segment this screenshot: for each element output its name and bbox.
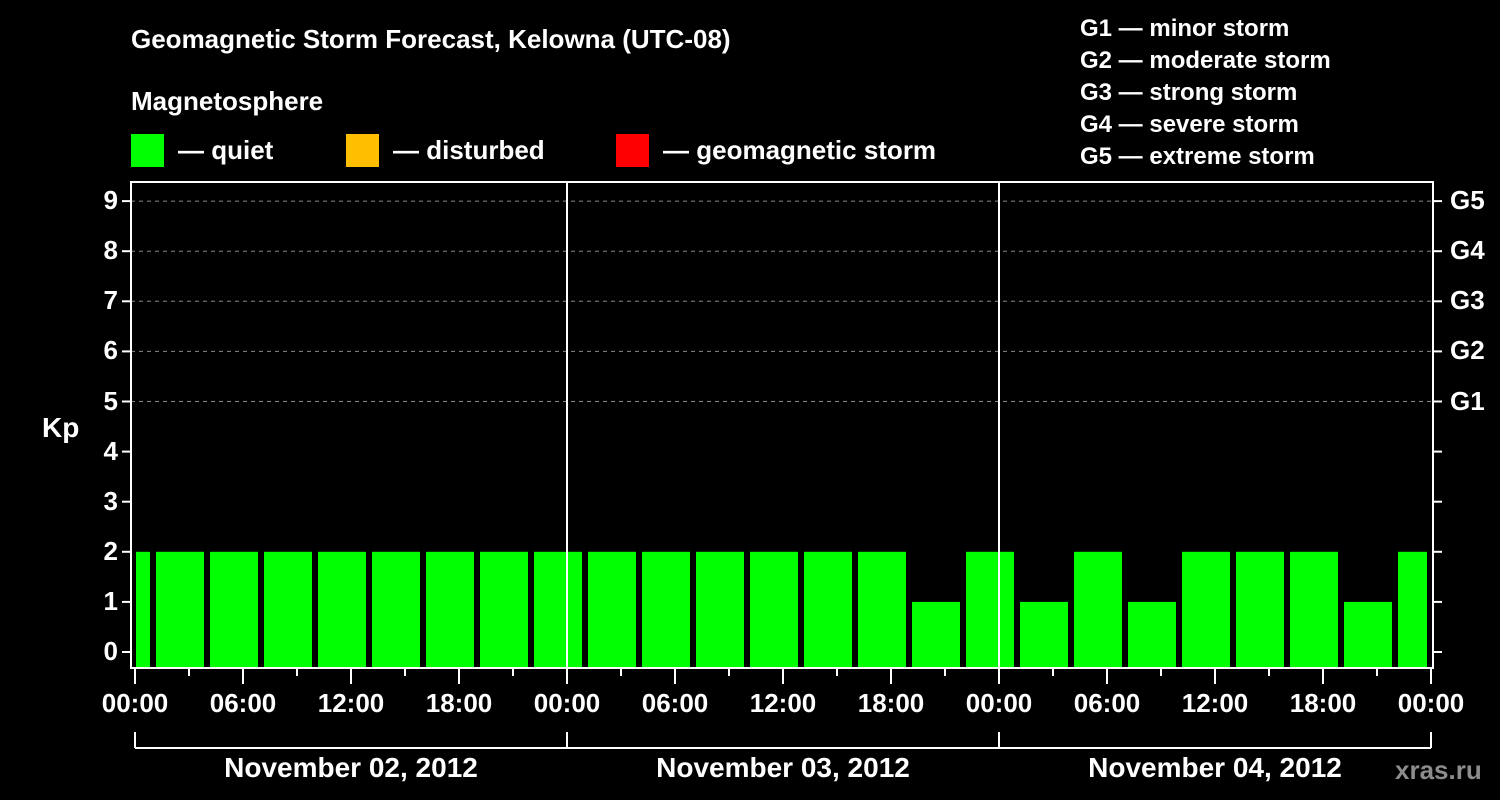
- g-legend-g2: G2 — moderate storm: [1080, 47, 1331, 74]
- kp-bar: [750, 551, 798, 667]
- chart-subtitle: Magnetosphere: [131, 86, 324, 116]
- kp-bar: [1290, 551, 1338, 667]
- g-tick-label: G2: [1450, 335, 1485, 366]
- x-tick-label: 18:00: [425, 688, 493, 718]
- kp-bar: [210, 551, 258, 667]
- kp-bar: [1128, 601, 1176, 667]
- x-tick-label: 12:00: [749, 688, 817, 718]
- kp-bar: [426, 551, 474, 667]
- x-tick-label: 06:00: [209, 688, 277, 718]
- kp-bar: [642, 551, 690, 667]
- legend-storm: — geomagnetic storm: [616, 134, 936, 167]
- y-tick-label: 8: [103, 235, 118, 266]
- kp-bar: [1398, 551, 1427, 667]
- kp-bar: [804, 551, 852, 667]
- date-label: November 02, 2012: [224, 752, 478, 783]
- kp-bar: [858, 551, 906, 667]
- kp-bar: [534, 551, 582, 667]
- g-legend-g5: G5 — extreme storm: [1080, 143, 1315, 170]
- y-tick-label: 0: [103, 636, 118, 666]
- g-tick-label: G3: [1450, 285, 1485, 316]
- g-tick-label: G4: [1450, 235, 1485, 266]
- kp-bar: [264, 551, 312, 667]
- kp-bar: [912, 601, 960, 667]
- kp-bar: [588, 551, 636, 667]
- kp-bar: [372, 551, 420, 667]
- kp-bar: [1182, 551, 1230, 667]
- legend-quiet-label: — quiet: [178, 135, 274, 165]
- x-tick-label: 00:00: [965, 688, 1033, 718]
- quiet-swatch: [131, 134, 164, 167]
- kp-bar: [1344, 601, 1392, 667]
- legend-quiet: — quiet: [131, 134, 273, 167]
- storm-swatch: [616, 134, 649, 167]
- g-legend-g4: G4 — severe storm: [1080, 111, 1299, 138]
- y-axis-label: Kp: [42, 412, 80, 443]
- x-tick-label: 06:00: [1073, 688, 1141, 718]
- y-tick-label: 6: [103, 335, 118, 366]
- g-tick-label: G5: [1450, 185, 1485, 216]
- chart-title: Geomagnetic Storm Forecast, Kelowna (UTC…: [131, 24, 731, 54]
- kp-bar: [318, 551, 366, 667]
- y-tick-label: 4: [103, 435, 118, 466]
- y-tick-label: 5: [103, 385, 118, 416]
- y-tick-label: 9: [103, 185, 118, 216]
- y-tick-label: 2: [103, 535, 118, 566]
- x-tick-label: 18:00: [857, 688, 925, 718]
- kp-bar: [136, 551, 150, 667]
- g-legend-g1: G1 — minor storm: [1080, 15, 1290, 42]
- g-tick-label: G1: [1450, 385, 1485, 416]
- kp-bar: [1236, 551, 1284, 667]
- x-tick-label: 00:00: [1397, 688, 1465, 718]
- disturbed-swatch: [346, 134, 379, 167]
- kp-bar: [480, 551, 528, 667]
- legend-storm-label: — geomagnetic storm: [663, 135, 937, 165]
- watermark: xras.ru: [1395, 755, 1482, 785]
- x-tick-label: 12:00: [1181, 688, 1249, 718]
- y-tick-label: 1: [103, 585, 118, 616]
- kp-bar: [1074, 551, 1122, 667]
- legend-disturbed: — disturbed: [346, 134, 545, 167]
- x-tick-label: 12:00: [317, 688, 385, 718]
- legend-disturbed-label: — disturbed: [393, 135, 545, 165]
- x-tick-label: 06:00: [641, 688, 709, 718]
- x-tick-label: 00:00: [533, 688, 601, 718]
- date-label: November 04, 2012: [1088, 752, 1342, 783]
- kp-bar: [696, 551, 744, 667]
- date-label: November 03, 2012: [656, 752, 910, 783]
- kp-bar: [1020, 601, 1068, 667]
- kp-bar: [156, 551, 204, 667]
- y-tick-label: 3: [103, 485, 118, 516]
- g-legend-g3: G3 — strong storm: [1080, 79, 1298, 106]
- x-tick-label: 00:00: [101, 688, 169, 718]
- y-tick-label: 7: [103, 285, 118, 316]
- x-tick-label: 18:00: [1289, 688, 1357, 718]
- kp-bar: [966, 551, 1014, 667]
